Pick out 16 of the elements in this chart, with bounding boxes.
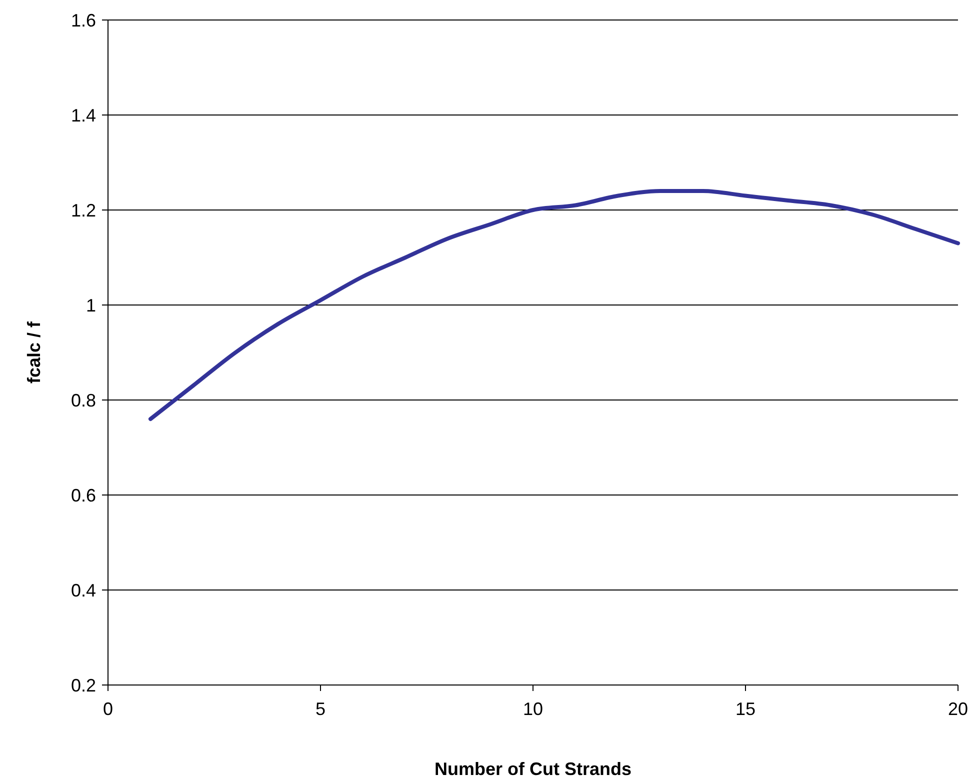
y-axis-title: fcalc / f	[24, 320, 44, 384]
x-tick-label: 0	[102, 699, 114, 719]
x-tick-label: 20	[948, 699, 968, 719]
x-axis-title: Number of Cut Strands	[434, 759, 632, 779]
y-tick-label: 0.4	[70, 580, 96, 600]
y-tick-label: 0.2	[70, 675, 96, 696]
y-tick-label: 1.6	[70, 10, 96, 30]
y-tick-label: 0.6	[70, 485, 96, 506]
x-tick-label: 15	[735, 699, 756, 719]
y-tick-label: 0.8	[70, 390, 96, 410]
y-tick-label: 1	[86, 295, 96, 316]
x-tick-label: 5	[315, 699, 326, 719]
line-series	[148, 189, 960, 421]
x-tick-label: 10	[522, 699, 544, 719]
y-tick-label: 1.4	[70, 105, 96, 126]
y-tick-label: 1.2	[70, 200, 96, 220]
